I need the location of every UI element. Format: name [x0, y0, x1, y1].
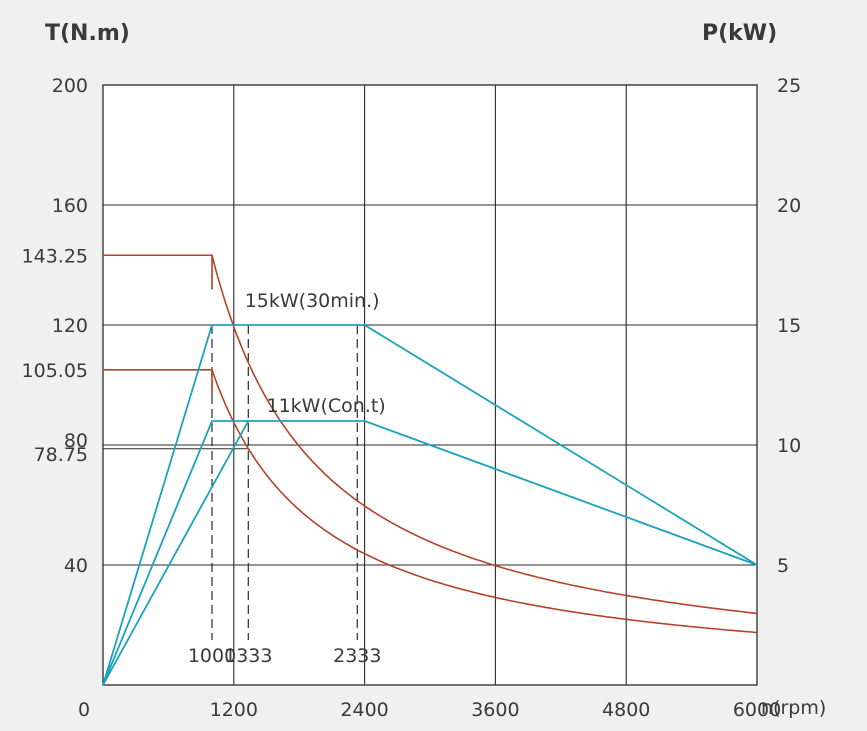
speed-marker-label-1333: 1333: [224, 645, 272, 667]
speed-marker-label-1000: 1000: [188, 645, 236, 667]
x-tick-label-4800: 4800: [602, 699, 650, 721]
power-curves: [102, 324, 758, 686]
left-tick-label-40: 40: [64, 555, 88, 577]
x-tick-label-2400: 2400: [340, 699, 388, 721]
left-tick-label-143.25: 143.25: [22, 245, 88, 267]
left-tick-label-120: 120: [52, 315, 88, 337]
right-tick-label-25: 25: [777, 75, 801, 97]
left-tick-label-200: 200: [52, 75, 88, 97]
right-tick-label-15: 15: [777, 315, 801, 337]
torque-curve-0: [103, 254, 758, 615]
left-tick-label-78.75: 78.75: [34, 444, 88, 466]
torque-curve-1: [103, 369, 758, 634]
plot-area: [102, 84, 758, 686]
x-tick-label-1200: 1200: [210, 699, 258, 721]
tick-labels: 0 1200 2400 3600 4800 6000 200 160 143.25 120 105.…: [22, 75, 802, 721]
power-curve-2: [102, 420, 250, 686]
left-tick-label-80: 80: [64, 430, 88, 452]
x-tick-label-3600: 3600: [471, 699, 519, 721]
left-tick-label-105.05: 105.05: [22, 360, 88, 382]
power-curve-1: [102, 420, 758, 686]
right-tick-label-20: 20: [777, 195, 801, 217]
reference-lines: [103, 325, 358, 640]
left-axis-title: T(N.m): [45, 21, 130, 46]
left-tick-label-160: 160: [52, 195, 88, 217]
x-tick-label-6000: 6000: [733, 699, 781, 721]
right-tick-label-10: 10: [777, 435, 801, 457]
torque-curves: [103, 254, 758, 634]
right-tick-label-5: 5: [777, 555, 789, 577]
annotation-11kw-cont: 11kW(Con.t): [267, 395, 386, 417]
power-curve-0: [102, 324, 758, 686]
right-axis-title: P(kW): [702, 21, 777, 46]
annotation-15kw-30min: 15kW(30min.): [245, 290, 380, 312]
x-axis-title: n(rpm): [761, 697, 826, 719]
speed-marker-label-2333: 2333: [333, 645, 381, 667]
x-tick-label-0: 0: [78, 699, 90, 721]
